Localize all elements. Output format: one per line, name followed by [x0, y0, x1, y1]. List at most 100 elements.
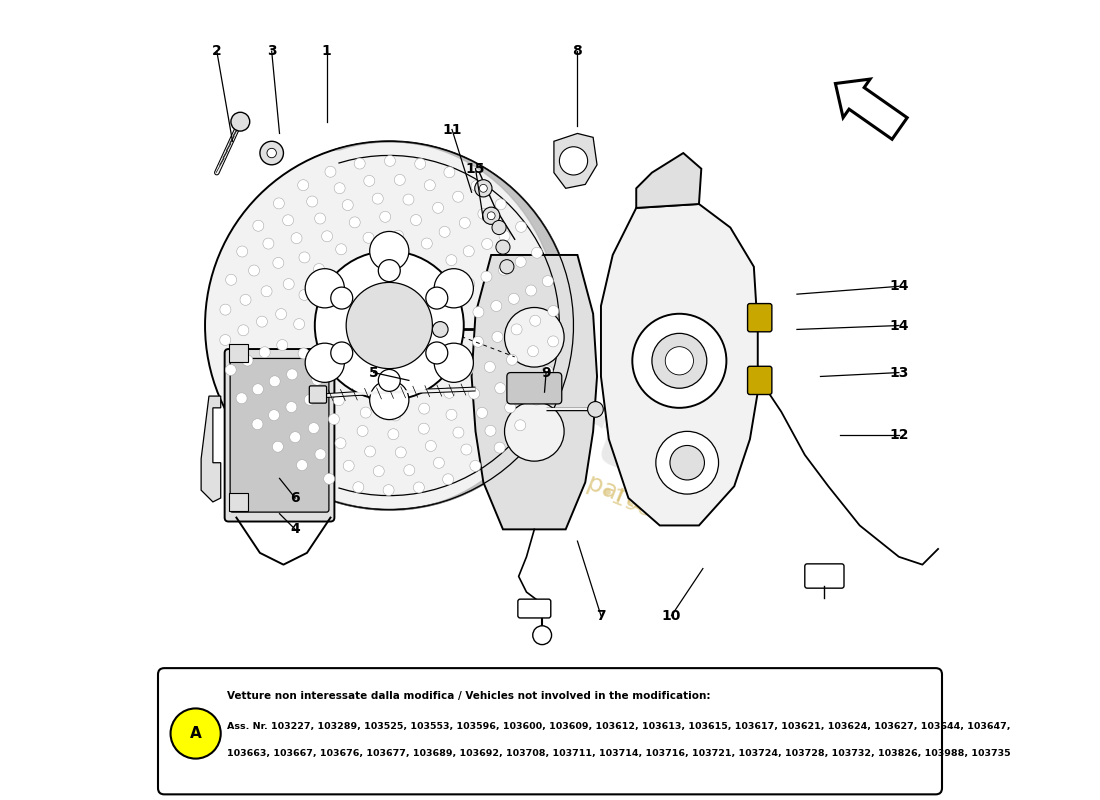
Circle shape [542, 366, 553, 377]
Circle shape [236, 393, 248, 404]
Circle shape [519, 375, 530, 386]
Circle shape [508, 294, 519, 304]
Circle shape [442, 474, 453, 485]
Circle shape [260, 346, 271, 358]
Text: A: A [190, 726, 201, 741]
Polygon shape [835, 79, 907, 139]
Text: 12: 12 [889, 428, 909, 442]
Circle shape [331, 287, 353, 309]
Circle shape [515, 256, 526, 267]
Circle shape [476, 407, 487, 418]
Circle shape [385, 155, 396, 166]
Circle shape [439, 226, 450, 238]
Circle shape [170, 709, 221, 758]
Circle shape [452, 191, 463, 202]
Circle shape [307, 196, 318, 207]
Text: 3: 3 [267, 44, 276, 58]
Circle shape [632, 314, 726, 408]
Circle shape [273, 258, 284, 268]
Circle shape [315, 213, 326, 224]
Circle shape [220, 334, 231, 346]
Circle shape [226, 274, 236, 286]
Circle shape [261, 286, 272, 297]
Circle shape [548, 336, 559, 347]
Circle shape [477, 208, 488, 219]
Circle shape [473, 306, 484, 318]
Circle shape [277, 339, 288, 350]
Circle shape [364, 446, 375, 457]
Circle shape [238, 325, 249, 336]
Circle shape [469, 388, 480, 399]
Circle shape [299, 290, 310, 300]
Circle shape [342, 199, 353, 210]
Circle shape [383, 485, 394, 496]
FancyBboxPatch shape [229, 493, 249, 511]
Circle shape [226, 365, 236, 375]
Circle shape [305, 394, 316, 406]
Circle shape [532, 626, 551, 645]
Circle shape [464, 278, 475, 290]
Circle shape [378, 260, 400, 282]
Polygon shape [472, 255, 597, 530]
Circle shape [483, 207, 499, 224]
Circle shape [373, 466, 384, 477]
Circle shape [287, 369, 298, 380]
Circle shape [346, 282, 432, 369]
Circle shape [471, 181, 482, 191]
FancyBboxPatch shape [158, 668, 942, 794]
Circle shape [542, 276, 553, 286]
Text: •1985: •1985 [596, 483, 669, 528]
Circle shape [526, 285, 537, 296]
Circle shape [299, 252, 310, 263]
Circle shape [260, 142, 284, 165]
Circle shape [240, 294, 251, 306]
Circle shape [205, 142, 573, 510]
Text: 14: 14 [889, 279, 909, 294]
Circle shape [670, 446, 704, 480]
FancyBboxPatch shape [507, 373, 562, 404]
Text: Vetture non interessate dalla modifica / Vehicles not involved in the modificati: Vetture non interessate dalla modifica /… [227, 691, 711, 702]
Circle shape [364, 175, 375, 186]
Circle shape [378, 370, 400, 391]
Circle shape [495, 199, 506, 210]
Circle shape [487, 212, 495, 220]
FancyBboxPatch shape [805, 564, 844, 588]
Circle shape [499, 230, 510, 242]
Circle shape [432, 322, 448, 338]
Circle shape [484, 362, 495, 373]
Circle shape [334, 182, 345, 194]
Circle shape [506, 354, 517, 366]
Circle shape [268, 410, 279, 421]
Circle shape [308, 422, 319, 434]
Circle shape [256, 316, 267, 327]
Text: Ass. Nr. 103227, 103289, 103525, 103553, 103596, 103600, 103609, 103612, 103613,: Ass. Nr. 103227, 103289, 103525, 103553,… [227, 722, 1011, 730]
Circle shape [494, 442, 505, 453]
Circle shape [421, 238, 432, 249]
Circle shape [415, 158, 426, 170]
Circle shape [324, 166, 336, 178]
Circle shape [433, 458, 444, 468]
Text: 10: 10 [662, 609, 681, 622]
Circle shape [267, 148, 276, 158]
Circle shape [515, 420, 526, 430]
Circle shape [252, 384, 263, 394]
Polygon shape [636, 153, 702, 208]
FancyBboxPatch shape [224, 349, 334, 522]
Circle shape [443, 387, 454, 398]
Circle shape [305, 269, 344, 308]
Circle shape [329, 414, 340, 425]
Circle shape [470, 460, 481, 471]
Circle shape [434, 269, 473, 308]
Circle shape [666, 346, 693, 375]
Circle shape [482, 238, 493, 250]
Circle shape [531, 247, 542, 258]
Circle shape [460, 218, 471, 229]
Text: 1: 1 [321, 44, 331, 58]
Circle shape [473, 336, 484, 347]
Circle shape [404, 465, 415, 476]
Text: 11: 11 [442, 122, 462, 137]
Text: 6: 6 [290, 491, 300, 505]
Circle shape [498, 264, 509, 275]
Circle shape [505, 402, 564, 461]
Text: 15: 15 [465, 162, 485, 176]
